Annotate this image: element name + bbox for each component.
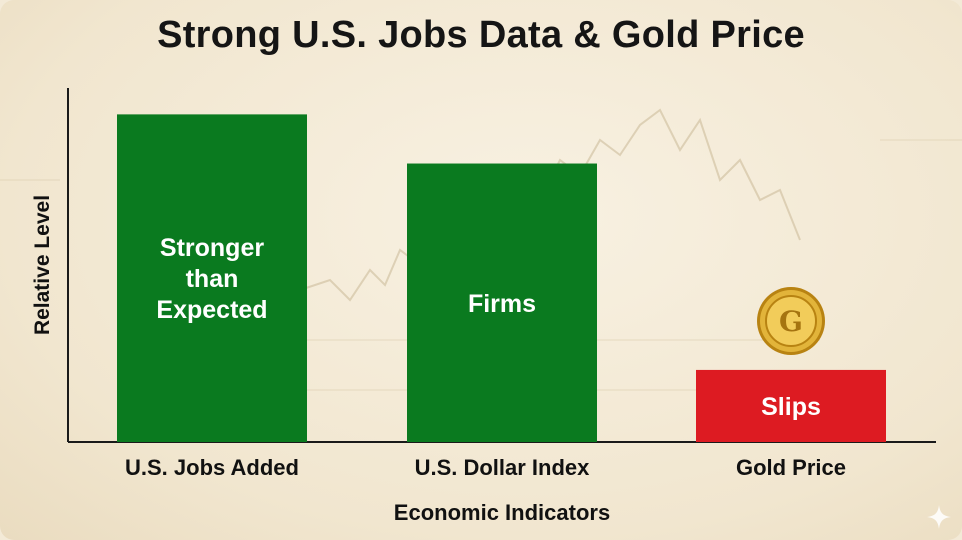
bar-2 <box>407 163 597 442</box>
bar-1-label-line: Stronger <box>160 234 264 262</box>
bar-3-label-line: Slips <box>761 393 821 421</box>
bar-3 <box>696 369 886 442</box>
bar-1 <box>117 114 307 442</box>
bar-2-label-line: Firms <box>468 290 536 318</box>
bar-1-label-line: than <box>186 265 239 293</box>
chart-title: Strong U.S. Jobs Data & Gold Price <box>157 14 805 56</box>
x-tick-label: Gold Price <box>736 455 846 480</box>
x-axis-label: Economic Indicators <box>394 500 610 525</box>
svg-text:G: G <box>779 305 803 338</box>
bar-1-label-line: Expected <box>156 296 267 324</box>
y-axis-label: Relative Level <box>31 195 54 335</box>
x-tick-label: U.S. Dollar Index <box>415 455 591 480</box>
gold-coin-icon: G <box>757 287 825 355</box>
x-tick-label: U.S. Jobs Added <box>125 455 299 480</box>
sparkle-icon <box>927 505 951 529</box>
